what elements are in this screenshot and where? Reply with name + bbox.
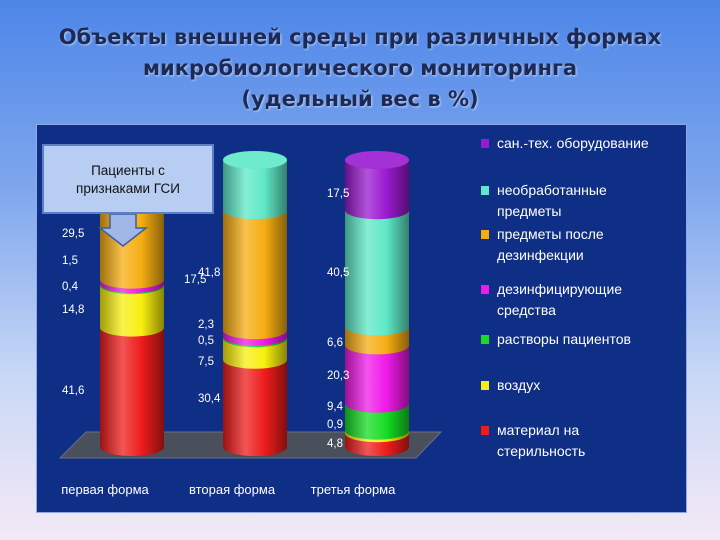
bar-body-unprocessed-2 bbox=[223, 160, 287, 220]
bar-body-solutions-3 bbox=[345, 403, 409, 440]
legend-label-equipment: сан.-тех. оборудование bbox=[497, 135, 649, 151]
legend-label-material-line2: стерильность bbox=[497, 443, 585, 459]
legend-item-unprocessed: необработанные предметы bbox=[481, 182, 607, 219]
patients-callout: Пациенты с признаками ГСИ bbox=[42, 144, 214, 214]
legend-item-air: воздух bbox=[481, 377, 540, 393]
bar-body-unprocessed-3 bbox=[345, 210, 409, 336]
value-label-after_disinfection-2: 41,8 bbox=[198, 267, 220, 279]
bar-top-2 bbox=[223, 151, 287, 169]
category-label-1: первая форма bbox=[61, 482, 149, 497]
legend-label-solutions: растворы пациентов bbox=[497, 331, 631, 347]
category-label-2: вторая форма bbox=[189, 482, 276, 497]
callout-line-1: Пациенты с bbox=[91, 163, 165, 178]
legend-label-unprocessed-line2: предметы bbox=[497, 203, 561, 219]
value-label-equipment-3: 17,5 bbox=[327, 188, 349, 200]
value-label-air-2: 7,5 bbox=[198, 356, 214, 368]
bar-equipment-3 bbox=[345, 151, 409, 220]
value-label-solutions-2: 0,5 bbox=[198, 335, 214, 347]
value-label-material-2: 30,4 bbox=[198, 393, 221, 405]
title-line-1: Объекты внешней среды при различных форм… bbox=[58, 25, 662, 49]
bar-top-3 bbox=[345, 151, 409, 169]
value-label-disinfectants-1: 1,5 bbox=[62, 255, 78, 267]
legend-item-equipment: сан.-тех. оборудование bbox=[481, 135, 649, 151]
legend-label-air: воздух bbox=[497, 377, 540, 393]
value-label-air-1: 14,8 bbox=[62, 304, 84, 316]
value-label-after_disinfection-3: 6,6 bbox=[327, 337, 343, 349]
legend-swatch-equipment bbox=[481, 139, 489, 148]
bar-body-equipment-3 bbox=[345, 160, 409, 220]
legend-item-after_disinfection: предметы после дезинфекции bbox=[481, 226, 604, 263]
value-label-material-3: 4,8 bbox=[327, 438, 343, 450]
legend-label-disinfectants-line2: средства bbox=[497, 302, 556, 318]
legend-label-material: материал на bbox=[497, 422, 579, 438]
legend-swatch-after_disinfection bbox=[481, 230, 489, 239]
bar-unprocessed-2 bbox=[223, 151, 287, 220]
title-line-2: микробиологического мониторинга bbox=[142, 56, 578, 80]
legend-swatch-unprocessed bbox=[481, 186, 489, 195]
value-label-disinfectants-3: 20,3 bbox=[327, 370, 349, 382]
bar-after_disinfection-2 bbox=[223, 201, 287, 340]
value-label-unprocessed-3: 40,5 bbox=[327, 267, 349, 279]
bar-body-material-1 bbox=[100, 327, 164, 456]
chart-title: Объекты внешней среды при различных форм… bbox=[0, 22, 720, 115]
value-label-air-3: 0,9 bbox=[327, 419, 343, 431]
legend-item-disinfectants: дезинфицирующие средства bbox=[481, 281, 622, 318]
bar-body-material-2 bbox=[223, 359, 287, 456]
value-label-material-1: 41,6 bbox=[62, 385, 84, 397]
legend-item-solutions: растворы пациентов bbox=[481, 331, 631, 347]
bar-body-air-1 bbox=[100, 285, 164, 337]
legend-label-unprocessed: необработанные bbox=[497, 182, 607, 198]
legend-swatch-solutions bbox=[481, 335, 489, 344]
value-label-solutions-3: 9,4 bbox=[327, 401, 344, 413]
bar-body-after_disinfection-2 bbox=[223, 210, 287, 340]
value-label-solutions-1: 0,4 bbox=[62, 281, 79, 293]
title-line-3: (удельный вес в %) bbox=[241, 87, 479, 111]
legend-label-after_disinfection: предметы после bbox=[497, 226, 604, 242]
legend-swatch-air bbox=[481, 381, 489, 390]
legend-swatch-material bbox=[481, 426, 489, 435]
value-label-unprocessed-2: 17,5 bbox=[184, 274, 206, 286]
value-label-disinfectants-2: 2,3 bbox=[198, 319, 214, 331]
callout-line-2: признаками ГСИ bbox=[76, 181, 180, 196]
legend-item-material: материал на стерильность bbox=[481, 422, 585, 459]
bar-unprocessed-3 bbox=[345, 201, 409, 336]
bar-material-1 bbox=[100, 318, 164, 456]
legend-label-after_disinfection-line2: дезинфекции bbox=[497, 247, 584, 263]
category-label-3: третья форма bbox=[311, 482, 396, 497]
bar-body-disinfectants-3 bbox=[345, 345, 409, 413]
value-label-after_disinfection-1: 29,5 bbox=[62, 228, 84, 240]
callout-arrow bbox=[97, 213, 149, 247]
legend-label-disinfectants: дезинфицирующие bbox=[497, 281, 622, 297]
legend-swatch-disinfectants bbox=[481, 285, 489, 294]
